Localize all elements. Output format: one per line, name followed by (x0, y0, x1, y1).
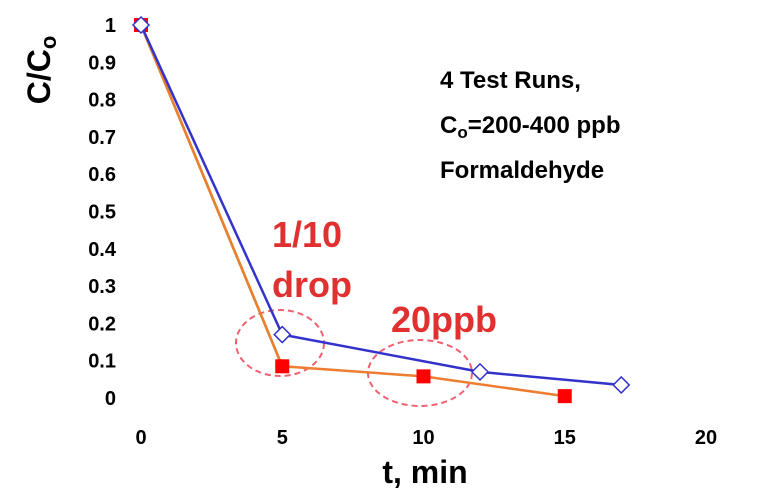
x-axis-ticks: 0 5 10 15 20 (135, 427, 717, 449)
y-axis-label-main: C/C (21, 49, 57, 104)
data-point (275, 359, 290, 374)
y-tick-label: 0.4 (88, 239, 117, 261)
y-tick-label: 0.8 (88, 90, 116, 112)
data-point (273, 325, 292, 344)
annotation-drop-line-2: drop (272, 264, 352, 305)
data-point (612, 375, 631, 395)
svg-text:C/Co: C/Co (21, 36, 61, 105)
series-layer (131, 15, 631, 404)
y-axis-ticks: 0 0.1 0.2 0.3 0.4 0.5 0.6 0.7 0.8 0.9 1 (88, 15, 117, 410)
x-tick-label: 0 (135, 427, 146, 449)
note-line-1: 4 Test Runs, (440, 67, 581, 94)
y-axis-label-subscript: o (36, 36, 61, 49)
svg-text:Co=200-400 ppb: Co=200-400 ppb (440, 112, 620, 142)
ppb-annotation: 20ppb (367, 299, 497, 407)
x-tick-label: 15 (554, 427, 576, 449)
x-tick-label: 20 (695, 427, 717, 449)
series-4 (131, 15, 631, 395)
y-tick-label: 0.2 (88, 313, 116, 335)
data-point (557, 389, 572, 404)
data-point (131, 15, 151, 35)
x-tick-label: 10 (412, 427, 434, 449)
drop-annotation: 1/10 drop (235, 214, 352, 377)
test-runs-note: 4 Test Runs, Co=200-400 ppb Formaldehyde (440, 67, 620, 184)
note-c-subscript: o (457, 123, 467, 142)
y-tick-label: 0.9 (88, 52, 116, 74)
note-line-2: =200-400 ppb (468, 112, 621, 139)
data-point (416, 369, 431, 384)
y-tick-label: 0.1 (88, 351, 116, 373)
note-c-symbol: C (440, 112, 457, 139)
y-tick-label: 0.6 (88, 164, 116, 186)
x-tick-label: 5 (277, 427, 288, 449)
annotation-ppb: 20ppb (391, 299, 497, 340)
data-point (470, 362, 490, 381)
y-tick-label: 0.7 (88, 127, 116, 149)
annotation-drop-line-1: 1/10 (272, 214, 342, 255)
y-axis-label: C/Co (21, 36, 61, 105)
y-tick-label: 0.3 (88, 276, 116, 298)
note-line-3: Formaldehyde (440, 157, 604, 184)
series-line (139, 24, 565, 398)
y-tick-label: 0.5 (88, 202, 116, 224)
x-axis-label: t, min (382, 454, 467, 490)
y-tick-label: 0 (105, 388, 116, 410)
y-tick-label: 1 (105, 15, 116, 37)
series-line (139, 24, 622, 387)
